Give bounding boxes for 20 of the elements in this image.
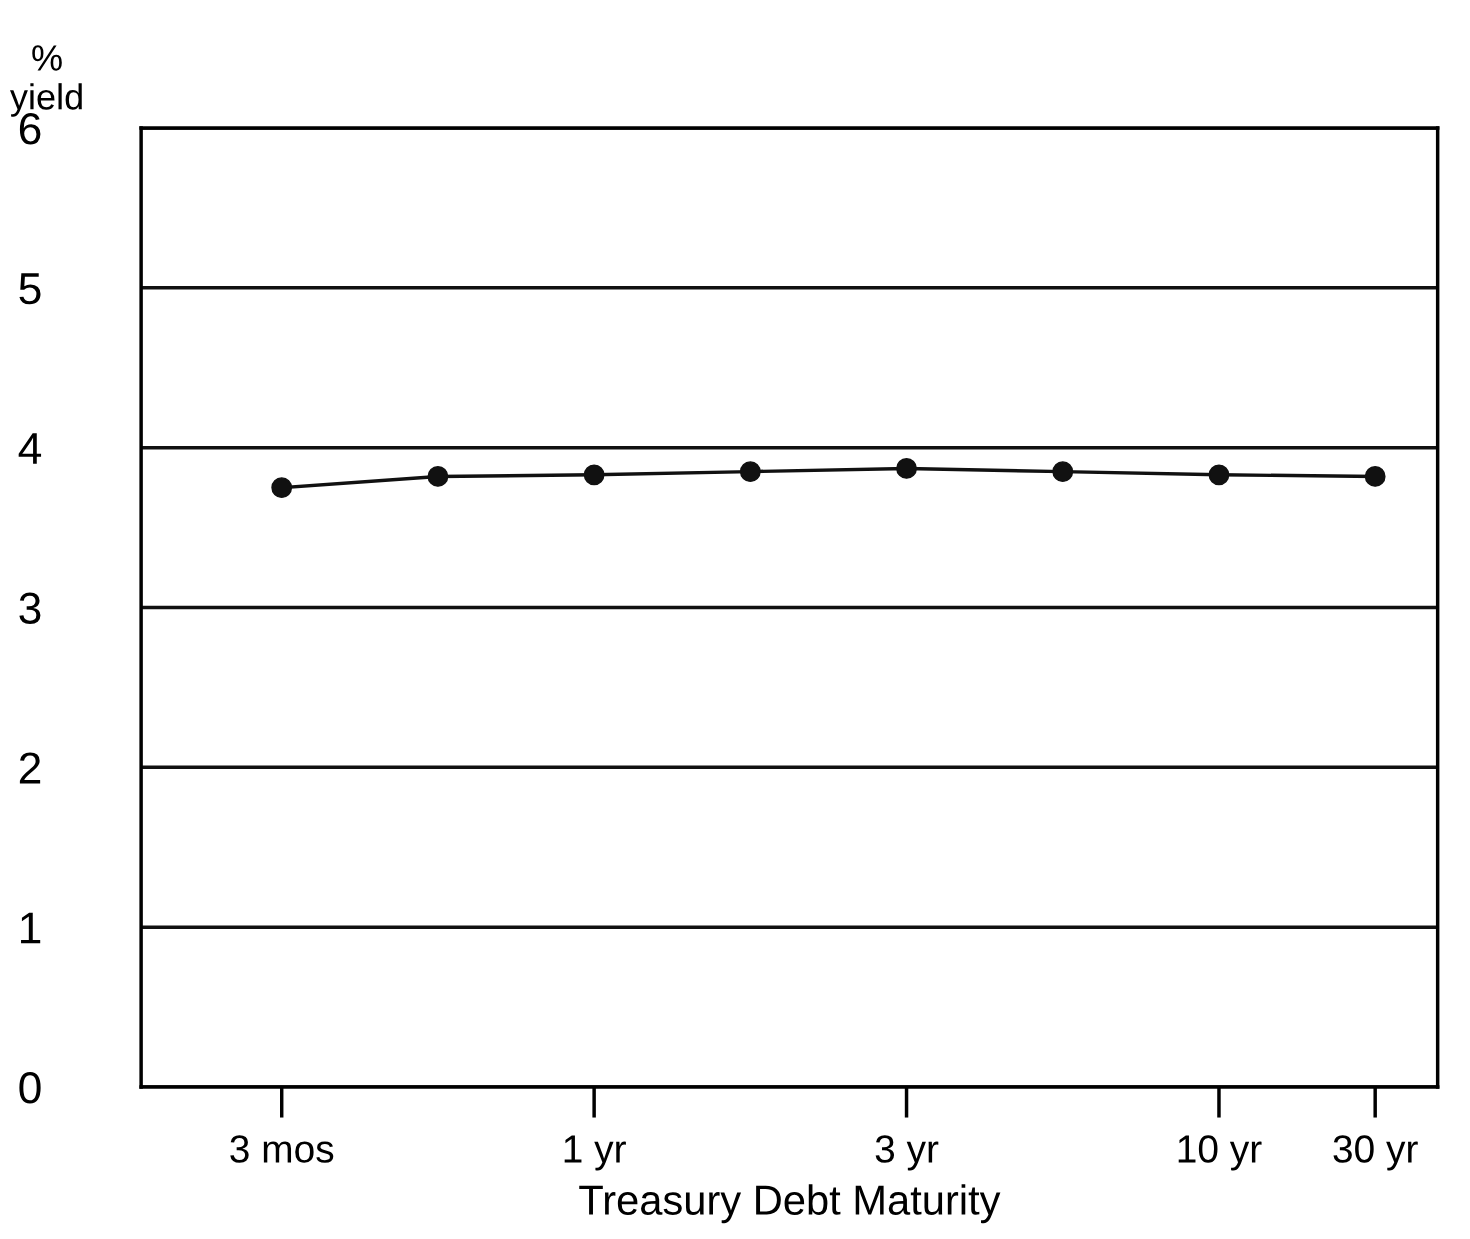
y-tick-label: 5 bbox=[19, 273, 41, 305]
x-tick-label: 30 yr bbox=[1333, 1135, 1418, 1171]
point bbox=[427, 466, 449, 487]
point bbox=[271, 477, 293, 499]
x-tick-label: 1 yr bbox=[564, 1135, 626, 1171]
y-tick-label: 2 bbox=[19, 752, 41, 784]
point bbox=[739, 461, 761, 483]
y-tick-label: 4 bbox=[18, 433, 42, 464]
x-tick-label: 3 yr bbox=[875, 1135, 939, 1171]
point bbox=[896, 458, 917, 479]
y-tick-label: 1 bbox=[21, 912, 41, 944]
point bbox=[583, 464, 605, 486]
point bbox=[1364, 466, 1386, 487]
x-tick-label: 10 yr bbox=[1178, 1135, 1262, 1171]
x-tick-label: 3 mos bbox=[230, 1135, 334, 1163]
point bbox=[1052, 461, 1074, 483]
y-tick-label: 0 bbox=[19, 1072, 41, 1104]
x-axis-title: Treasury Debt Maturity bbox=[579, 1184, 1001, 1224]
point bbox=[1208, 464, 1230, 486]
y-tick-label: 3 bbox=[19, 592, 41, 625]
